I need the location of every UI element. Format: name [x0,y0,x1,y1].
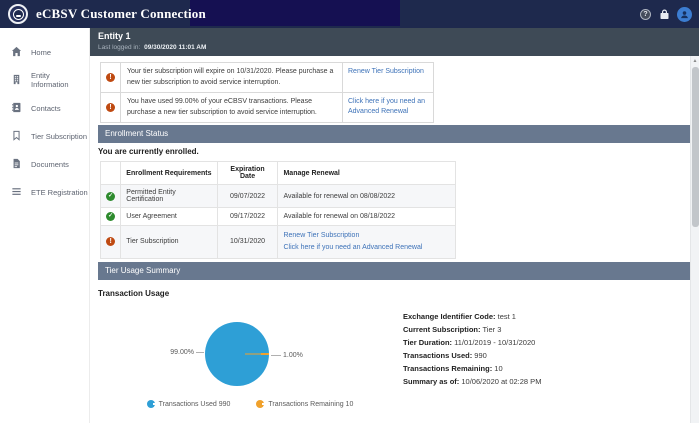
table-row: ! Tier Subscription 10/31/2020 Renew Tie… [99,225,456,259]
summary-line: Current Subscription: Tier 3 [403,325,502,335]
sidebar-item-label: Entity Information [31,71,69,89]
user-avatar-icon[interactable] [677,6,692,22]
warning-icon: ! [101,63,121,92]
sidebar-item-label: Tier Subscription [31,131,87,141]
chart-title: Transaction Usage [98,289,170,298]
requirement-cell: Tier Subscription [120,225,218,259]
pie-label-connector [271,355,281,356]
legend-swatch-used [146,400,155,408]
sidebar-item-ete-registration[interactable]: ETE Registration [0,178,89,206]
sidebar-item-label: ETE Registration [31,187,88,197]
alert-row: ! You have used 99.00% of your eCBSV tra… [101,93,433,122]
warning-icon: ! [101,93,121,122]
summary-line: Transactions Remaining: 10 [403,364,503,374]
requirements-column-header: Enrollment Requirements [120,161,218,185]
entity-header-bar: Entity 1 Last logged in: 09/30/2020 11:0… [90,28,699,56]
enrollment-status-section-header: Enrollment Status [98,125,690,143]
sidebar-item-entity-information[interactable]: Entity Information [0,66,89,94]
building-icon [11,74,22,87]
summary-line: Transactions Used: 990 [403,351,487,361]
table-row: ✓ Permitted Entity Certification 09/07/2… [99,184,456,208]
sidebar-item-label: Home [31,47,52,57]
lock-icon[interactable] [659,9,669,20]
alert-message: You have used 99.00% of your eCBSV trans… [121,93,343,122]
advanced-renewal-link[interactable]: Click here if you need an Advanced Renew… [348,98,426,116]
manage-renewal-column-header: Manage Renewal [277,161,456,185]
alert-message: Your tier subscription will expire on 10… [121,63,343,92]
check-circle-icon: ✓ [99,207,122,226]
address-book-icon [11,102,22,115]
enrollment-table: Enrollment Requirements Expiration Date … [99,161,456,259]
help-icon[interactable]: ? [640,8,651,20]
pie-chart [205,322,269,386]
last-logged-in-value: 09/30/2020 11:01 AM [144,44,207,51]
header-accent-box [190,0,400,26]
pie-label-connector [196,352,204,353]
alerts-panel: ! Your tier subscription will expire on … [100,62,434,123]
header-icon-group: ? [640,0,692,28]
app-title: eCBSV Customer Connection [36,6,206,21]
renewal-cell: Available for renewal on 08/18/2022 [277,207,456,226]
pie-label-used: 99.00% [170,349,194,356]
summary-line: Tier Duration: 11/01/2019 - 10/31/2020 [403,338,536,348]
check-circle-icon: ✓ [99,184,122,208]
entity-name: Entity 1 [98,31,131,41]
expiration-cell: 09/07/2022 [216,184,279,208]
requirement-cell: Permitted Entity Certification [120,184,218,208]
expiration-column-header: Expiration Date [216,161,279,185]
sidebar-item-documents[interactable]: Documents [0,150,89,178]
scroll-up-button[interactable]: ▲ [692,58,698,64]
app-header: eCBSV Customer Connection ? [0,0,699,28]
scrollbar-thumb[interactable] [692,67,699,227]
bookmark-icon [11,130,22,143]
renewal-cell: Renew Tier Subscription Click here if yo… [277,225,456,259]
last-logged-in: Last logged in: 09/30/2020 11:01 AM [98,44,206,51]
requirement-cell: User Agreement [120,207,218,226]
legend-item-used[interactable]: Transactions Used 990 [146,400,231,408]
document-icon [11,158,22,171]
table-row: ✓ User Agreement 09/17/2022 Available fo… [99,207,456,226]
legend-item-remaining[interactable]: Transactions Remaining 10 [256,400,353,408]
legend-label: Transactions Remaining 10 [268,400,354,408]
legend-swatch-remaining [256,400,265,408]
list-icon [11,186,22,199]
sidebar-item-home[interactable]: Home [0,38,89,66]
summary-line: Exchange Identifier Code: test 1 [403,312,516,321]
tier-usage-section-header: Tier Usage Summary [98,262,690,280]
alert-row: ! Your tier subscription will expire on … [101,63,433,93]
last-logged-in-label: Last logged in: [98,44,141,51]
expiration-cell: 09/17/2022 [216,207,279,226]
sidebar-nav: Home Entity Information Contacts Tier Su… [0,28,90,423]
ssa-seal-logo [8,4,28,24]
enrollment-status-message: You are currently enrolled. [98,147,199,156]
advanced-renewal-link[interactable]: Click here if you need an Advanced Renew… [283,243,423,251]
tier-summary-panel: Exchange Identifier Code: test 1 Current… [403,313,541,391]
legend-label: Transactions Used 990 [158,400,231,408]
expiration-cell: 10/31/2020 [216,225,279,259]
pie-label-remaining: 1.00% [283,352,303,359]
home-icon [11,46,22,59]
warning-icon: ! [99,225,122,259]
sidebar-item-tier-subscription[interactable]: Tier Subscription [0,122,89,150]
sidebar-item-label: Contacts [31,103,61,113]
summary-line: Summary as of: 10/06/2020 at 02:28 PM [403,377,542,387]
status-column-header [99,161,122,185]
renew-tier-subscription-link[interactable]: Renew Tier Subscription [348,68,424,75]
chart-legend: Transactions Used 990 Transactions Remai… [100,400,400,408]
renew-tier-subscription-link[interactable]: Renew Tier Subscription [283,232,360,239]
renewal-cell: Available for renewal on 08/08/2022 [277,184,456,208]
sidebar-item-label: Documents [31,159,69,169]
sidebar-item-contacts[interactable]: Contacts [0,94,89,122]
vertical-scrollbar[interactable]: ▲ [690,56,699,423]
table-header-row: Enrollment Requirements Expiration Date … [99,161,456,185]
